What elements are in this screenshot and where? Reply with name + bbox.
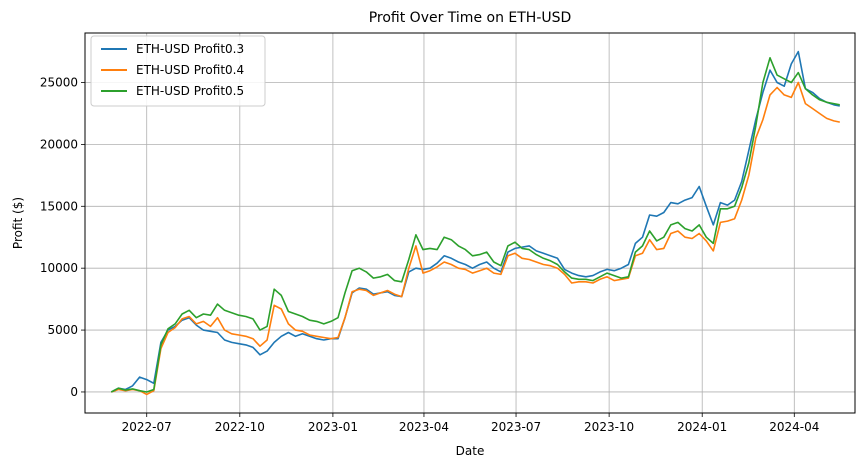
x-tick-label: 2022-10 <box>215 420 265 434</box>
legend-label-3: ETH-USD Profit0.5 <box>136 84 244 98</box>
series-line-3 <box>110 56 840 393</box>
x-tick-label: 2022-07 <box>122 420 172 434</box>
x-tick-label: 2023-04 <box>399 420 449 434</box>
legend-label-2: ETH-USD Profit0.4 <box>136 63 244 77</box>
series-line-1 <box>110 50 840 393</box>
x-axis-label: Date <box>456 444 485 458</box>
y-tick-label: 10000 <box>40 261 78 275</box>
legend: ETH-USD Profit0.3 ETH-USD Profit0.4 ETH-US… <box>90 35 266 107</box>
plot-frame <box>84 32 856 414</box>
x-tick-label: 2023-07 <box>491 420 541 434</box>
x-axis-ticks: 2022-07 2022-10 2023-01 2023-04 2023-07 2023-… <box>122 413 819 434</box>
legend-box <box>90 35 266 107</box>
y-tick-label: 15000 <box>40 199 78 213</box>
series-line-2 <box>111 81 840 396</box>
grid <box>85 33 855 413</box>
x-tick-label: 2024-04 <box>769 420 819 434</box>
y-axis-ticks: 0 5000 10000 15000 20000 25000 <box>40 76 85 399</box>
y-tick-label: 25000 <box>40 76 78 90</box>
y-tick-label: 5000 <box>47 323 78 337</box>
y-tick-label: 0 <box>70 385 78 399</box>
legend-label-1: ETH-USD Profit0.3 <box>136 42 244 56</box>
x-tick-label: 2023-01 <box>308 420 358 434</box>
y-tick-label: 20000 <box>40 137 78 151</box>
chart-title: Profit Over Time on ETH-USD <box>369 10 572 26</box>
series-lines <box>110 50 840 396</box>
y-axis-label: Profit ($) <box>11 197 25 249</box>
x-tick-label: 2024-01 <box>677 420 727 434</box>
x-tick-label: 2023-10 <box>584 420 634 434</box>
